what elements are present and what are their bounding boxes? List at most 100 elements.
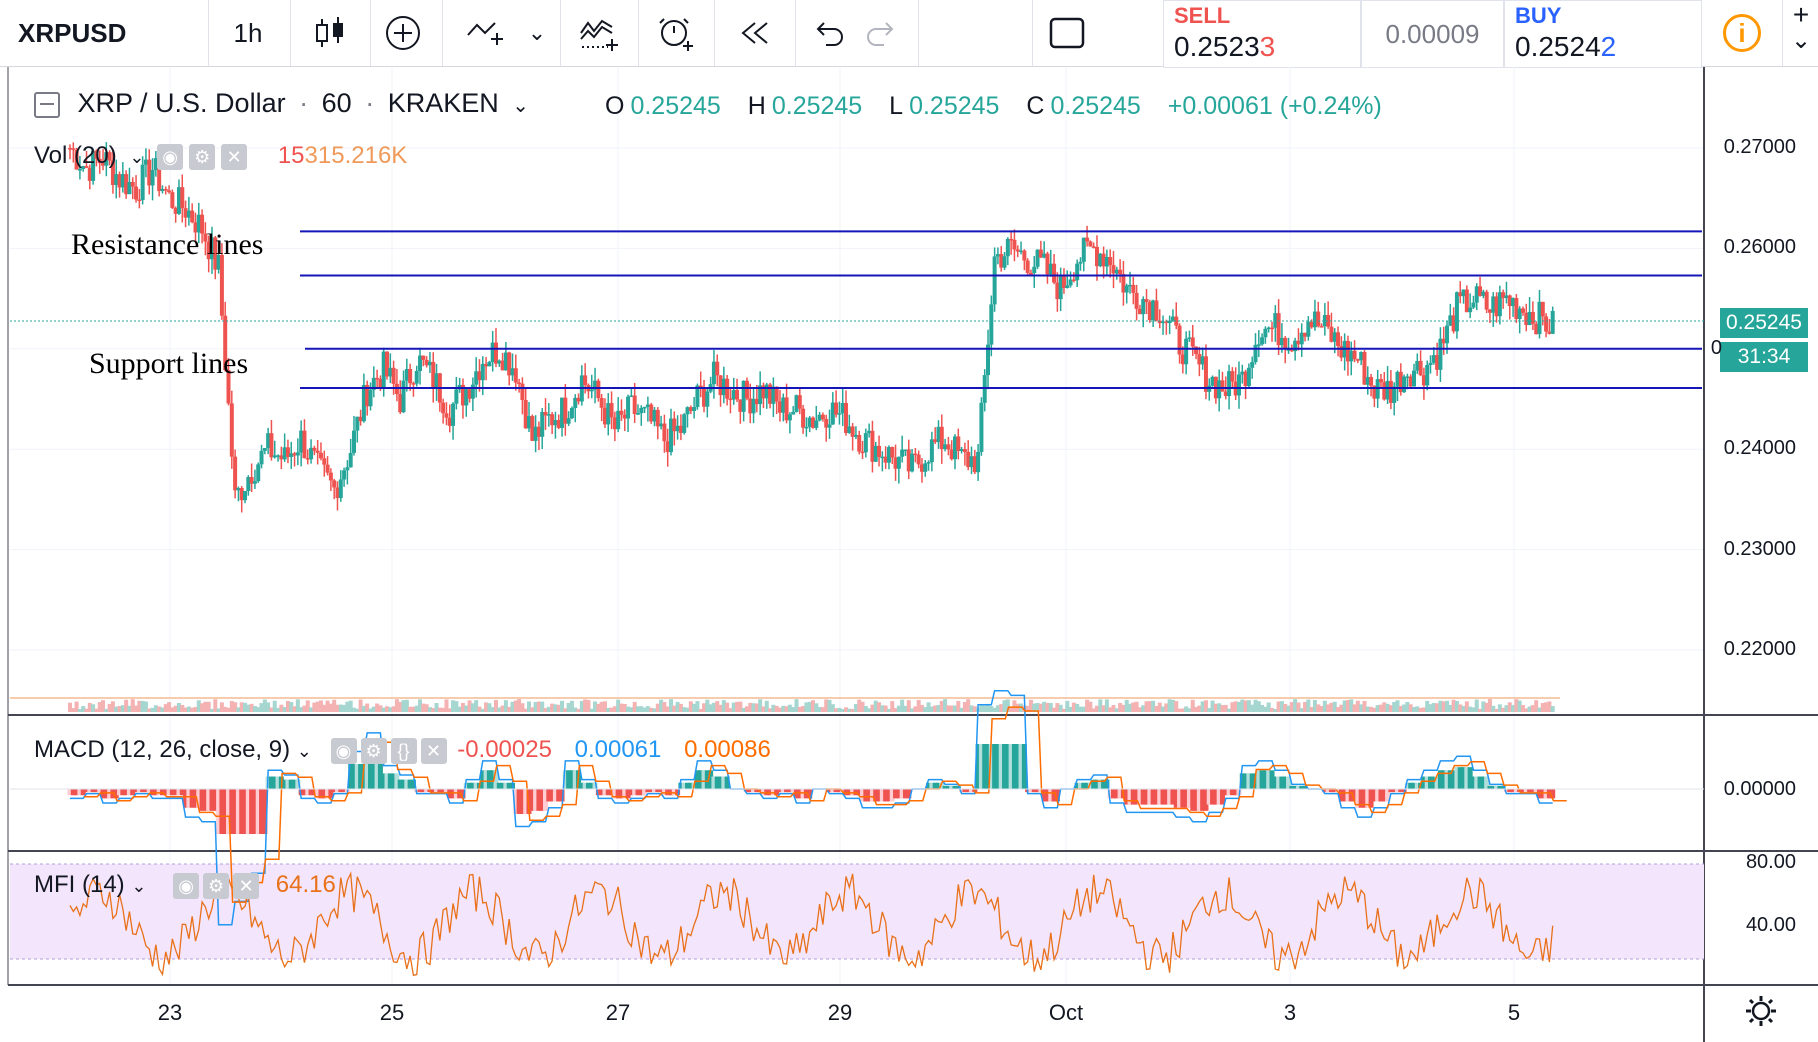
- volume-bar: [1296, 702, 1301, 712]
- resistance-annotation[interactable]: Resistance lines: [71, 228, 264, 261]
- info-button[interactable]: i: [1702, 0, 1782, 66]
- volume-bar: [797, 706, 802, 712]
- candle-body: [768, 384, 773, 404]
- templates-icon[interactable]: [572, 0, 624, 66]
- volume-bar: [649, 707, 654, 712]
- buy-button[interactable]: BUY 0.25242: [1504, 0, 1702, 68]
- close-icon[interactable]: ✕: [420, 737, 447, 764]
- chevron-down-icon[interactable]: ⌄: [131, 876, 147, 896]
- collapse-legend-icon[interactable]: [34, 91, 60, 118]
- candle-body: [173, 207, 178, 214]
- macd-histogram-bar: [615, 789, 621, 799]
- candles-icon[interactable]: [305, 0, 355, 66]
- candle-body: [1101, 253, 1106, 267]
- volume-bar: [1253, 699, 1258, 712]
- eye-icon[interactable]: ◉: [173, 872, 200, 899]
- volume-bar: [639, 706, 644, 712]
- volume-bar: [817, 706, 822, 712]
- candle-body: [814, 420, 819, 428]
- volume-bar: [408, 706, 413, 712]
- macd-histogram-bar: [110, 789, 116, 799]
- gear-icon[interactable]: ⚙: [203, 872, 230, 899]
- volume-bar: [1055, 703, 1060, 712]
- candle-body: [1015, 249, 1020, 252]
- macd-histogram-bar: [1015, 744, 1021, 789]
- candle-body: [867, 430, 872, 434]
- sell-button[interactable]: SELL 0.25233: [1163, 0, 1361, 68]
- volume-bar: [708, 704, 713, 712]
- top-toolbar: XRPUSD 1h ⌄ SELL 0.25233 0.00009 BUY 0.: [0, 0, 1818, 68]
- candle-body: [1474, 286, 1479, 303]
- candle-body: [1094, 246, 1099, 267]
- volume-bar: [939, 700, 944, 712]
- candle-body: [1028, 272, 1033, 275]
- compare-icon[interactable]: [455, 0, 515, 66]
- mfi-tick-80: 80.00: [1745, 851, 1796, 873]
- volume-bar: [540, 701, 545, 712]
- volume-bar: [527, 701, 532, 712]
- volume-bar: [1497, 704, 1502, 712]
- macd-title[interactable]: MACD (12, 26, close, 9): [34, 736, 291, 763]
- undo-icon[interactable]: [808, 0, 848, 66]
- support-annotation[interactable]: Support lines: [89, 347, 249, 380]
- interval-button[interactable]: 1h: [233, 17, 263, 48]
- volume-bar: [91, 704, 96, 712]
- close-icon[interactable]: ✕: [221, 143, 248, 170]
- candle-body: [1454, 292, 1459, 332]
- replay-icon[interactable]: [730, 0, 780, 66]
- macd-histogram-bar: [955, 785, 961, 789]
- macd-histogram-bar: [978, 744, 984, 789]
- volume-bar: [560, 700, 565, 712]
- series-title[interactable]: XRP / U.S. Dollar: [77, 88, 286, 118]
- chevron-down-icon[interactable]: ⌄: [129, 147, 145, 167]
- volume-bar: [68, 702, 72, 712]
- chevron-down-icon[interactable]: ⌄: [296, 741, 312, 761]
- eye-icon[interactable]: ◉: [157, 143, 184, 170]
- fullscreen-icon[interactable]: [1044, 0, 1090, 66]
- candle-body: [999, 254, 1004, 268]
- volume-bar: [933, 705, 938, 712]
- volume-bar: [632, 701, 637, 712]
- volume-bar: [1372, 707, 1377, 712]
- plus-icon[interactable]: +: [1792, 0, 1810, 30]
- mfi-title[interactable]: MFI (14): [34, 871, 125, 898]
- eye-icon[interactable]: ◉: [330, 737, 357, 764]
- chevron-down-icon[interactable]: ⌄: [527, 20, 547, 45]
- horizontal-levels[interactable]: [300, 230, 1702, 389]
- macd-histogram-bar: [450, 789, 456, 799]
- chevron-down-icon[interactable]: ⌄: [1790, 27, 1812, 54]
- candle-body: [886, 447, 891, 463]
- volume-bar: [741, 707, 746, 712]
- volume-bar: [467, 700, 472, 712]
- chart-settings-button[interactable]: [1744, 994, 1778, 1028]
- macd-histogram-bar: [391, 773, 397, 789]
- macd-histogram-bar: [952, 785, 958, 789]
- macd-histogram-bar: [721, 776, 727, 789]
- symbol-search[interactable]: XRPUSD: [18, 17, 127, 48]
- volume-bar: [358, 699, 363, 712]
- add-indicator-icon[interactable]: [378, 0, 428, 66]
- macd-histogram-bar: [1186, 789, 1192, 808]
- volume-bar: [229, 700, 234, 712]
- candle-body: [593, 380, 598, 390]
- volume-bar: [249, 703, 254, 712]
- candle-body: [500, 360, 505, 371]
- volume-title[interactable]: Vol (20): [34, 142, 117, 169]
- macd-histogram-bar: [836, 789, 842, 793]
- chevron-down-icon[interactable]: ⌄: [512, 95, 530, 117]
- braces-icon[interactable]: {}: [390, 737, 417, 764]
- volume-bar: [906, 700, 911, 712]
- candle-body: [1398, 371, 1403, 393]
- gear-icon[interactable]: ⚙: [189, 143, 216, 170]
- redo-icon[interactable]: [862, 0, 902, 66]
- candle-body: [982, 375, 987, 403]
- volume-bar: [609, 707, 614, 712]
- gear-icon[interactable]: ⚙: [360, 737, 387, 764]
- current-price-tag: 0.25245: [1720, 308, 1808, 338]
- candle-body: [1055, 282, 1060, 300]
- volume-bar: [1240, 699, 1245, 712]
- alert-clock-icon[interactable]: [650, 0, 702, 66]
- macd-histogram-bar: [176, 789, 182, 796]
- close-icon[interactable]: ✕: [233, 872, 260, 899]
